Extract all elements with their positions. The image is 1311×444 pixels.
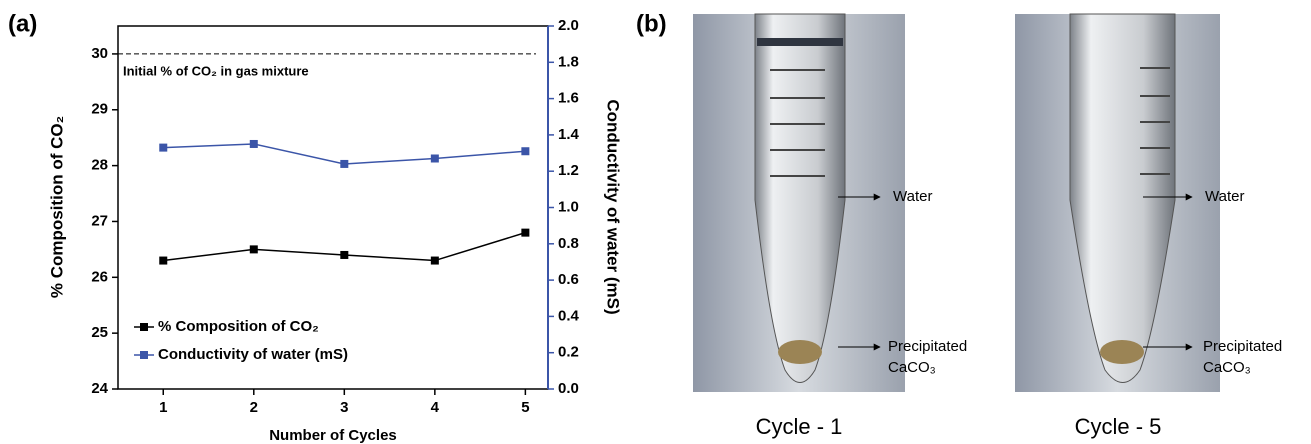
point (430, 256, 439, 265)
photo-caption: Cycle - 5 (1075, 414, 1162, 439)
photo-label: Precipitated (888, 338, 967, 355)
point (430, 154, 439, 163)
y2-tick-label: 1.0 (558, 198, 579, 215)
y2-tick-label: 0.2 (558, 344, 579, 361)
y2-tick-label: 0.0 (558, 380, 579, 397)
y-tick-label: 30 (91, 45, 108, 62)
photo-label: Precipitated (1203, 338, 1282, 355)
x-tick-label: 4 (431, 399, 440, 416)
legend-marker (140, 351, 148, 359)
point (521, 228, 530, 237)
photo (1015, 13, 1220, 392)
point (159, 256, 168, 265)
point (159, 143, 168, 152)
photo-label: Water (1205, 188, 1244, 205)
point (249, 245, 258, 254)
y2-axis-title: Conductivity of water (mS) (604, 99, 623, 314)
y-tick-label: 24 (91, 380, 108, 397)
y2-tick-label: 2.0 (558, 17, 579, 34)
point (340, 159, 349, 168)
y2-tick-label: 0.6 (558, 271, 579, 288)
y-axis-title: % Composition of CO₂ (47, 116, 66, 298)
y-tick-label: 29 (91, 101, 108, 118)
y-tick-label: 25 (91, 324, 108, 341)
y2-tick-label: 1.6 (558, 90, 579, 107)
y2-tick-label: 0.8 (558, 235, 579, 252)
point (340, 250, 349, 259)
y2-tick-label: 1.4 (558, 126, 580, 143)
y2-tick-label: 0.4 (558, 307, 580, 324)
y-tick-label: 28 (91, 157, 108, 174)
annotation: Initial % of CO₂ in gas mixture (123, 63, 309, 78)
legend-label: % Composition of CO₂ (158, 318, 319, 335)
y-tick-label: 26 (91, 268, 108, 285)
x-tick-label: 3 (340, 399, 348, 416)
photo-caption: Cycle - 1 (756, 414, 843, 439)
panel-label: (a) (8, 10, 37, 37)
x-tick-label: 2 (250, 399, 258, 416)
photo (693, 13, 905, 392)
point (249, 139, 258, 148)
photo-label: CaCO₃ (888, 359, 936, 376)
y-tick-label: 27 (91, 212, 108, 229)
legend-marker (140, 323, 148, 331)
y2-tick-label: 1.8 (558, 53, 579, 70)
x-tick-label: 1 (159, 399, 167, 416)
photo-label: Water (893, 188, 932, 205)
legend-label: Conductivity of water (mS) (158, 346, 348, 363)
photo-label: CaCO₃ (1203, 359, 1251, 376)
x-axis-title: Number of Cycles (269, 427, 397, 444)
point (521, 147, 530, 156)
panel-label: (b) (636, 10, 667, 37)
x-tick-label: 5 (521, 399, 529, 416)
y2-tick-label: 1.2 (558, 162, 579, 179)
